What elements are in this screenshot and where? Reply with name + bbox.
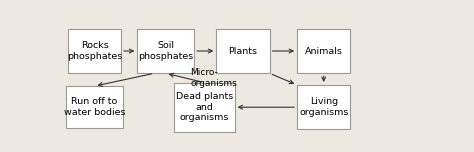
- Text: Micro-
organisms: Micro- organisms: [191, 68, 237, 88]
- Text: Dead plants
and
organisms: Dead plants and organisms: [176, 92, 233, 122]
- FancyBboxPatch shape: [297, 85, 350, 130]
- FancyBboxPatch shape: [68, 29, 121, 73]
- Text: Run off to
water bodies: Run off to water bodies: [64, 97, 125, 117]
- Text: Animals: Animals: [305, 47, 343, 55]
- FancyBboxPatch shape: [216, 29, 270, 73]
- Text: Plants: Plants: [228, 47, 257, 55]
- FancyBboxPatch shape: [66, 86, 123, 128]
- Text: Soil
phosphates: Soil phosphates: [138, 41, 193, 61]
- Text: Rocks
phosphates: Rocks phosphates: [67, 41, 122, 61]
- Text: Living
organisms: Living organisms: [299, 97, 348, 117]
- FancyBboxPatch shape: [174, 83, 235, 132]
- FancyBboxPatch shape: [137, 29, 194, 73]
- FancyBboxPatch shape: [297, 29, 350, 73]
